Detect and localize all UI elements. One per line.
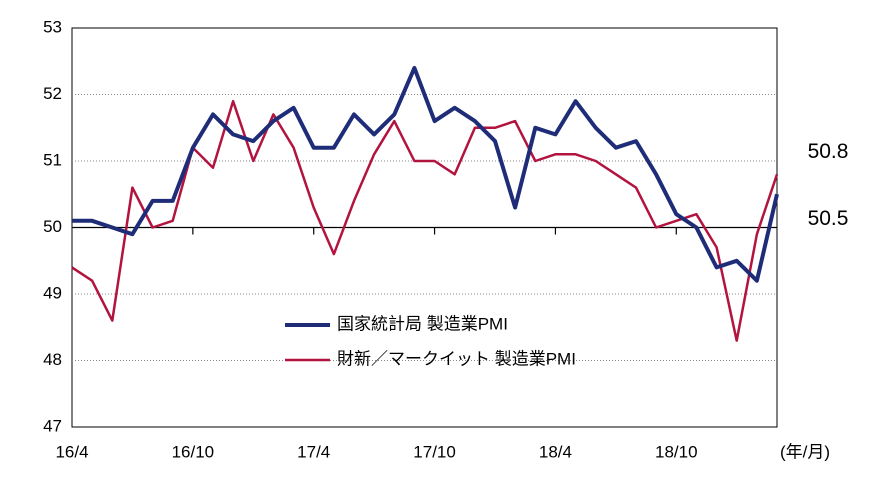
x-tick-label: 16/10 (172, 442, 215, 461)
legend-label: 国家統計局 製造業PMI (337, 314, 508, 333)
end-label: 50.8 (808, 140, 849, 163)
y-tick-label: 48 (43, 350, 62, 369)
x-tick-label: 18/10 (655, 442, 698, 461)
y-tick-label: 53 (43, 17, 62, 36)
y-tick-label: 52 (43, 84, 62, 103)
x-tick-label: 16/4 (55, 442, 88, 461)
end-label: 50.5 (808, 207, 849, 230)
y-tick-label: 51 (43, 150, 62, 169)
legend-label: 財新／マークイット 製造業PMI (337, 349, 576, 368)
y-tick-label: 50 (43, 217, 62, 236)
series-line (71, 99, 779, 342)
x-tick-label: 18/4 (539, 442, 572, 461)
x-tick-label: 17/10 (413, 442, 456, 461)
x-axis-label: (年/月) (780, 442, 830, 461)
x-tick-label: 17/4 (297, 442, 330, 461)
series-line (72, 65, 779, 283)
y-tick-label: 47 (43, 416, 62, 435)
y-tick-label: 49 (43, 283, 62, 302)
